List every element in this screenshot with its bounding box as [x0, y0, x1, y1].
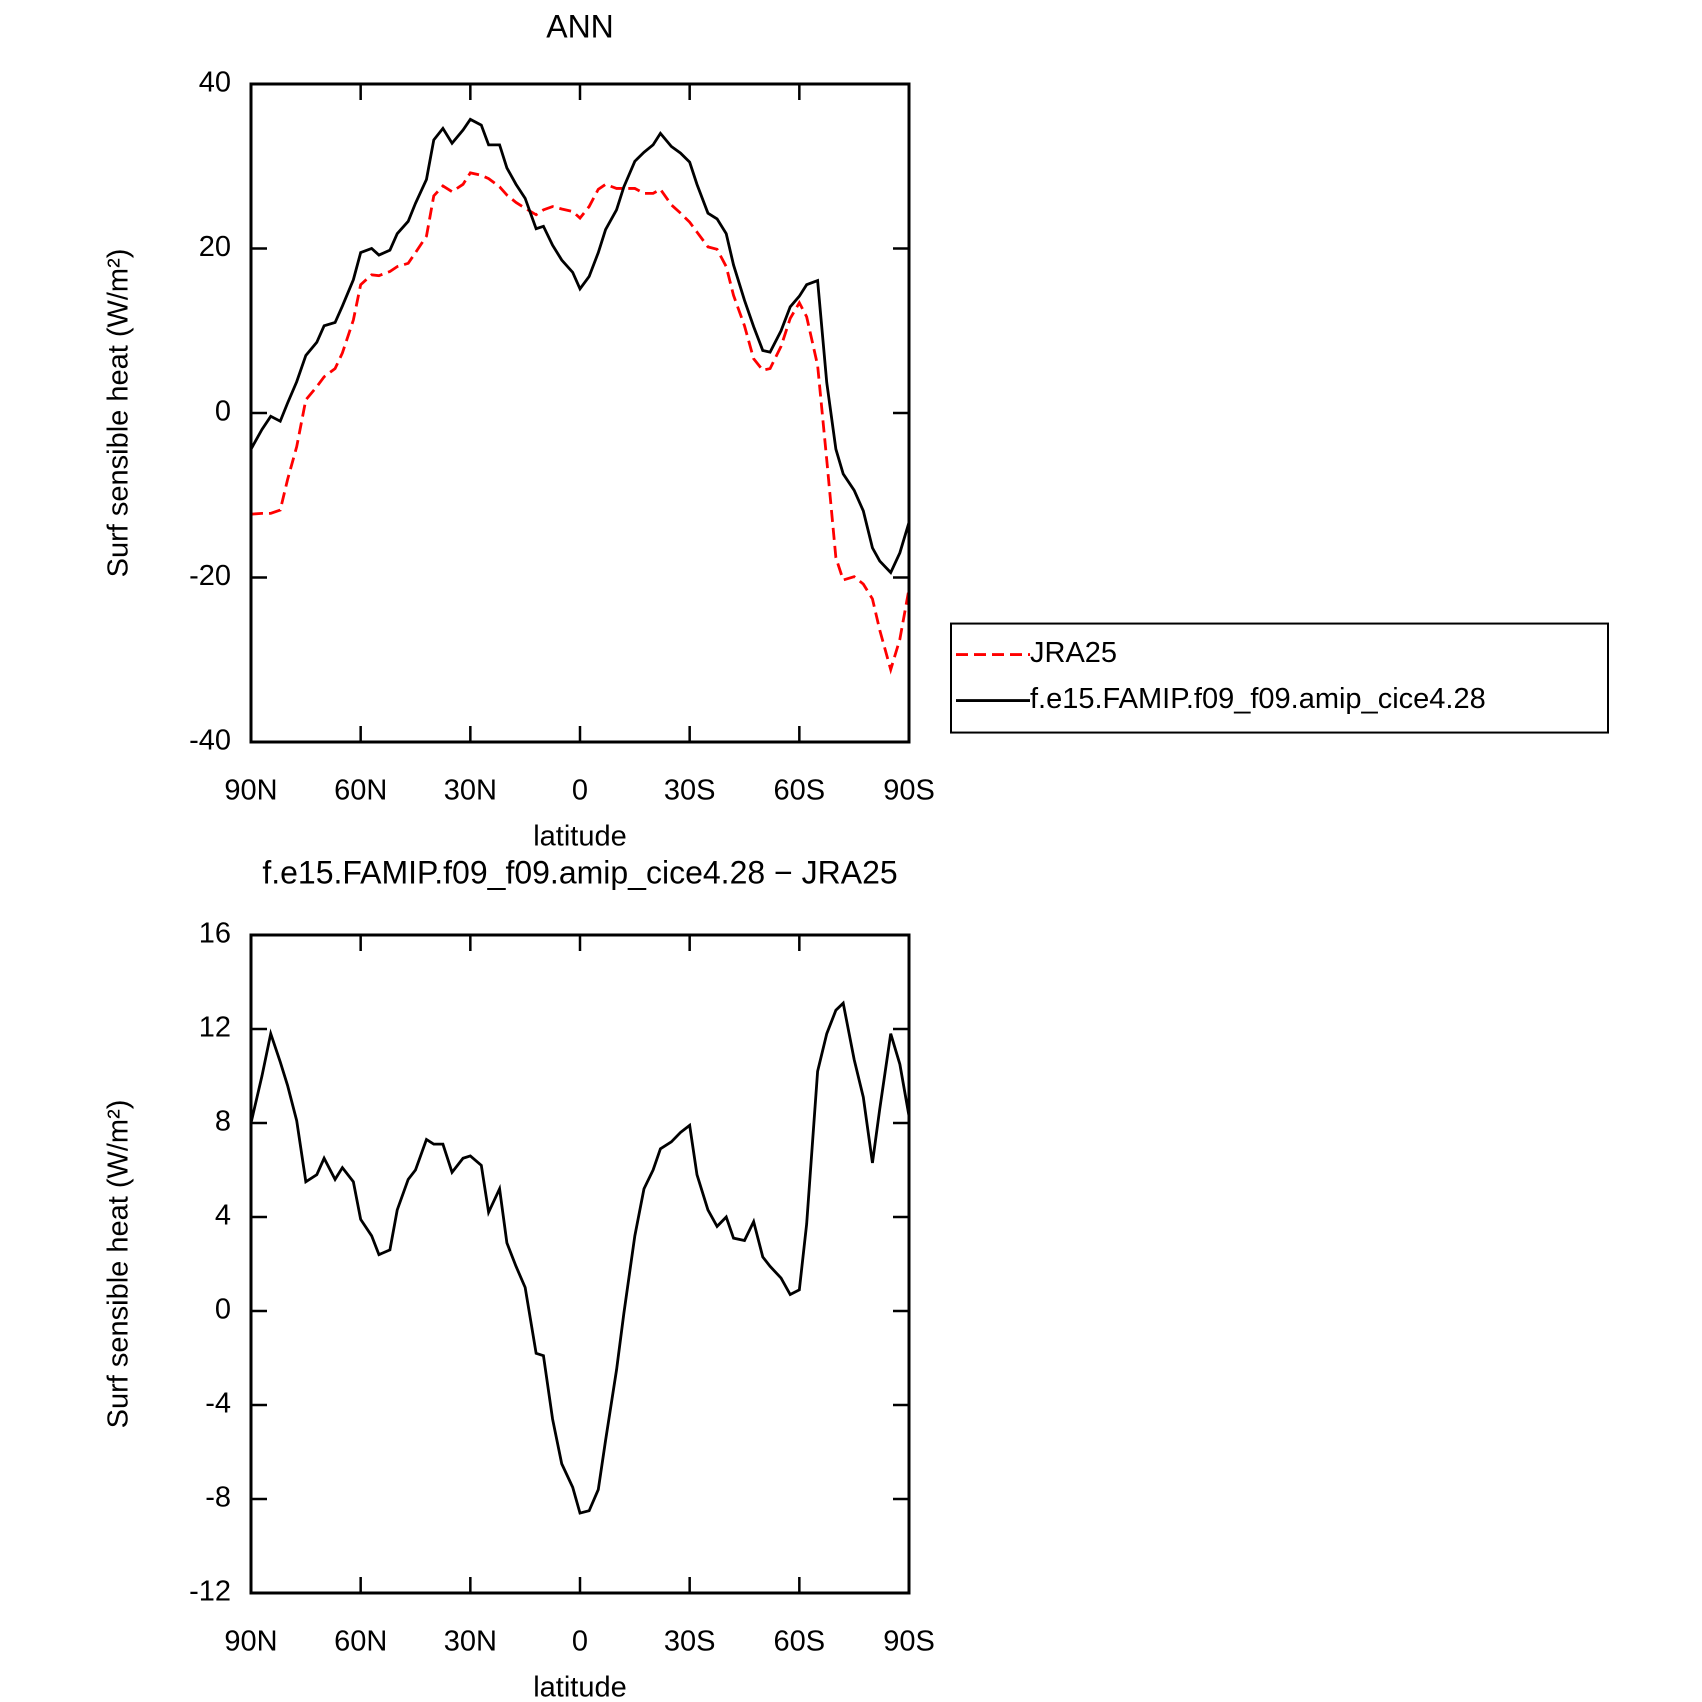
y-tick-label: -12 [189, 1576, 231, 1608]
x-tick-label: 60N [334, 775, 387, 807]
x-tick-label: 90N [224, 775, 277, 807]
plot-frame [249, 933, 911, 1595]
y-tick-label: 40 [199, 67, 231, 99]
x-tick-label: 60N [334, 1626, 387, 1658]
x-tick-label: 0 [572, 775, 588, 807]
series-line [249, 1000, 911, 1515]
y-axis-label: Surf sensible heat (W/m²) [103, 1100, 135, 1429]
x-axis-label: latitude [533, 821, 627, 853]
legend-box [950, 622, 1609, 734]
y-tick-label: -20 [189, 560, 231, 592]
x-tick-label: 90S [883, 775, 935, 807]
x-tick-label: 90N [224, 1626, 277, 1658]
x-tick-label: 30S [664, 775, 716, 807]
y-tick-label: -8 [205, 1482, 231, 1514]
y-tick-label: 0 [215, 1294, 231, 1326]
x-tick-label: 0 [572, 1626, 588, 1658]
plot-frame [249, 82, 911, 744]
y-tick-label: -40 [189, 725, 231, 757]
y-tick-label: 4 [215, 1200, 231, 1232]
series-line [249, 117, 911, 576]
legend: JRA25 f.e15.FAMIP.f09_f09.amip_cice4.28 [950, 622, 1609, 734]
chart-title: ANN [546, 8, 614, 44]
x-tick-label: 60S [774, 775, 826, 807]
y-axis-label: Surf sensible heat (W/m²) [103, 249, 135, 578]
chart-title: f.e15.FAMIP.f09_f09.amip_cice4.28 − JRA2… [262, 854, 897, 890]
y-tick-label: 16 [199, 918, 231, 950]
y-tick-label: 20 [199, 231, 231, 263]
y-tick-label: 12 [199, 1012, 231, 1044]
y-tick-label: -4 [205, 1388, 231, 1420]
series-line [250, 171, 911, 675]
x-tick-label: 60S [774, 1626, 826, 1658]
x-tick-label: 30N [444, 775, 497, 807]
x-tick-label: 30S [664, 1626, 716, 1658]
x-tick-label: 30N [444, 1626, 497, 1658]
legend-label: f.e15.FAMIP.f09_f09.amip_cice4.28 [1030, 683, 1486, 715]
legend-label: JRA25 [1030, 637, 1117, 669]
y-tick-label: 8 [215, 1106, 231, 1138]
y-tick-label: 0 [215, 396, 231, 428]
x-axis-label: latitude [533, 1672, 627, 1702]
x-tick-label: 90S [883, 1626, 935, 1658]
